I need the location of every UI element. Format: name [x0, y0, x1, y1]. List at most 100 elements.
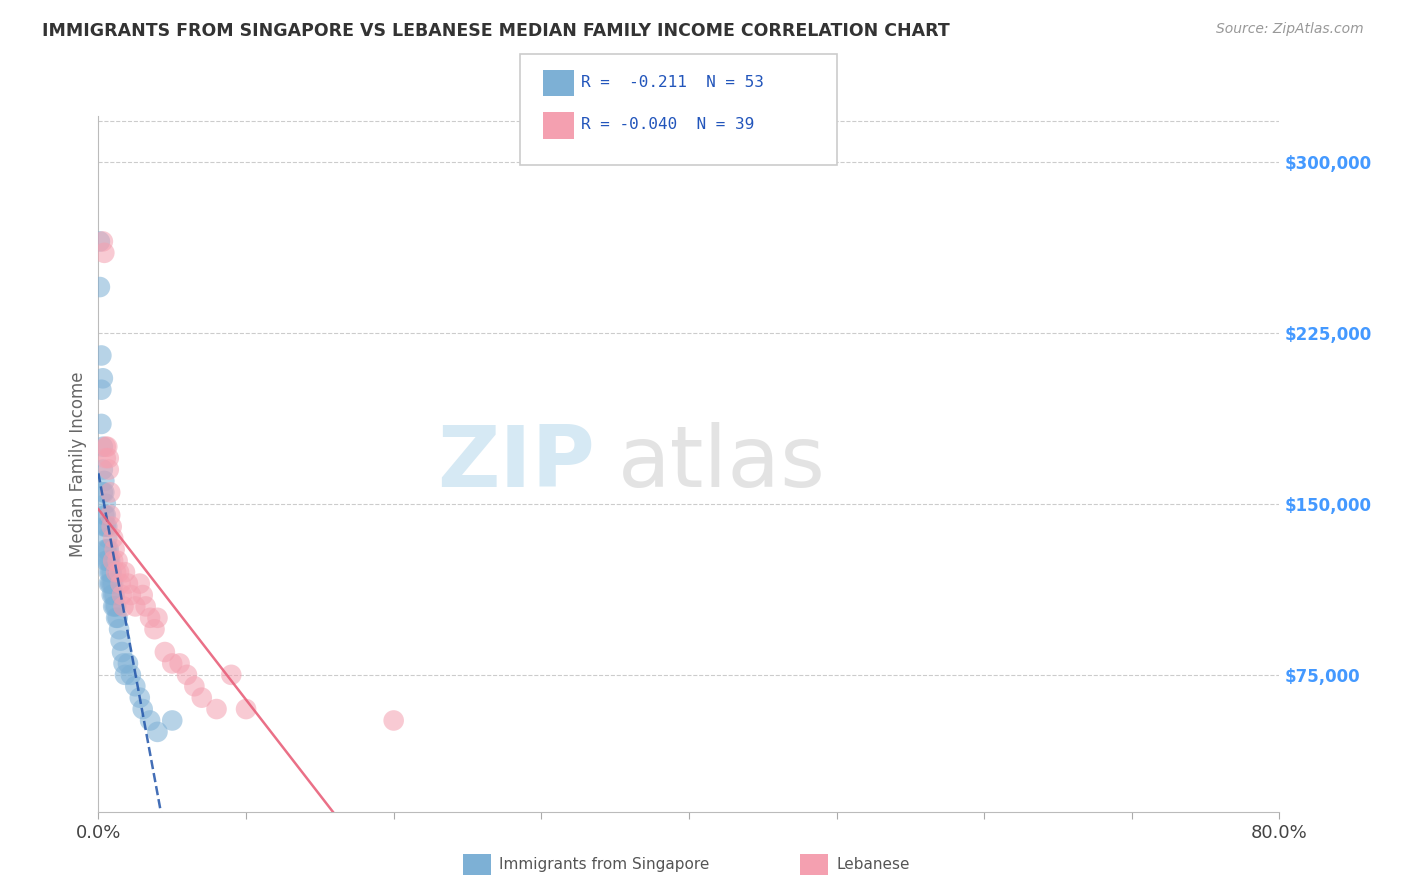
Point: [90, 417, 112, 431]
Point: [162, 714, 183, 728]
Point: [94, 440, 117, 454]
Point: [169, 657, 191, 671]
Text: ZIP: ZIP: [437, 422, 595, 506]
Y-axis label: Median Family Income: Median Family Income: [69, 371, 87, 557]
Point: [162, 657, 183, 671]
Point: [107, 554, 129, 568]
Point: [104, 542, 127, 557]
Point: [135, 599, 157, 614]
Point: [205, 702, 228, 716]
Point: [139, 611, 162, 625]
Text: IMMIGRANTS FROM SINGAPORE VS LEBANESE MEDIAN FAMILY INCOME CORRELATION CHART: IMMIGRANTS FROM SINGAPORE VS LEBANESE ME…: [42, 22, 950, 40]
Point: [100, 519, 122, 533]
Point: [146, 724, 169, 739]
Point: [105, 565, 128, 579]
Point: [139, 714, 162, 728]
Point: [93, 519, 115, 533]
Text: Immigrants from Singapore: Immigrants from Singapore: [499, 857, 710, 871]
Point: [96, 519, 118, 533]
Point: [93, 508, 115, 523]
Point: [111, 645, 134, 659]
Point: [96, 440, 118, 454]
Point: [103, 531, 125, 545]
Point: [96, 531, 118, 545]
Text: R = -0.040  N = 39: R = -0.040 N = 39: [581, 118, 754, 132]
Point: [104, 588, 127, 602]
Point: [97, 554, 120, 568]
Point: [96, 542, 118, 557]
Point: [94, 497, 117, 511]
Point: [91, 462, 114, 476]
Point: [98, 508, 121, 523]
Point: [90, 383, 112, 397]
Point: [120, 588, 142, 602]
Text: Source: ZipAtlas.com: Source: ZipAtlas.com: [1216, 22, 1364, 37]
Point: [132, 588, 155, 602]
Point: [112, 599, 135, 614]
Point: [93, 245, 115, 260]
Point: [90, 349, 112, 363]
Point: [105, 611, 128, 625]
Point: [103, 576, 125, 591]
Point: [98, 554, 121, 568]
Point: [89, 280, 111, 294]
Point: [98, 576, 121, 591]
Point: [132, 702, 155, 716]
Point: [128, 576, 150, 591]
Point: [128, 690, 150, 705]
Point: [91, 235, 114, 249]
Point: [97, 462, 120, 476]
Point: [98, 565, 121, 579]
Point: [110, 633, 132, 648]
Text: R =  -0.211  N = 53: R = -0.211 N = 53: [581, 76, 763, 90]
Point: [112, 657, 135, 671]
Point: [103, 554, 125, 568]
Point: [97, 576, 120, 591]
Point: [111, 588, 134, 602]
Point: [93, 474, 115, 488]
Point: [176, 668, 198, 682]
Point: [107, 611, 129, 625]
Point: [110, 576, 132, 591]
Point: [89, 235, 111, 249]
Point: [97, 451, 120, 466]
Point: [96, 554, 118, 568]
Point: [108, 565, 131, 579]
Point: [97, 565, 120, 579]
Point: [104, 599, 127, 614]
Point: [100, 588, 122, 602]
Point: [117, 657, 139, 671]
Point: [94, 508, 117, 523]
Point: [94, 554, 117, 568]
Point: [183, 679, 205, 693]
Point: [382, 714, 405, 728]
Point: [108, 622, 131, 636]
Text: Lebanese: Lebanese: [837, 857, 910, 871]
Point: [114, 565, 136, 579]
Point: [124, 599, 146, 614]
Point: [97, 542, 120, 557]
Text: atlas: atlas: [619, 422, 827, 506]
Point: [105, 599, 128, 614]
Point: [94, 451, 117, 466]
Point: [124, 679, 146, 693]
Point: [93, 485, 115, 500]
Point: [191, 690, 214, 705]
Point: [91, 440, 114, 454]
Point: [143, 622, 166, 636]
Point: [219, 668, 242, 682]
Point: [235, 702, 257, 716]
Point: [100, 576, 122, 591]
Point: [103, 588, 125, 602]
Point: [103, 599, 125, 614]
Point: [120, 668, 142, 682]
Point: [91, 371, 114, 385]
Point: [91, 485, 114, 500]
Point: [98, 485, 121, 500]
Point: [94, 519, 117, 533]
Point: [100, 565, 122, 579]
Point: [94, 542, 117, 557]
Point: [153, 645, 176, 659]
Point: [146, 611, 169, 625]
Point: [117, 576, 139, 591]
